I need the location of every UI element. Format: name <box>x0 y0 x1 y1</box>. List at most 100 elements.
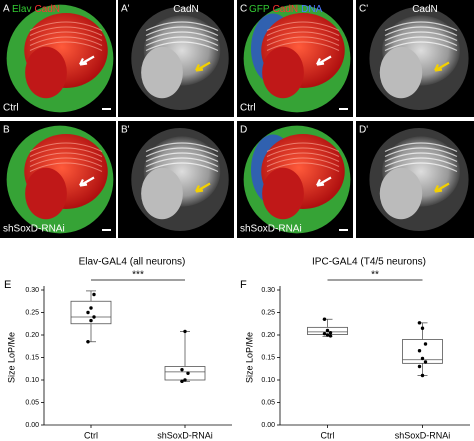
layer-stripe <box>384 31 458 42</box>
y-tick-label: 0.20 <box>261 332 275 339</box>
y-tick-label: 0.05 <box>261 399 275 406</box>
layer-stripe <box>266 147 340 157</box>
arrow <box>316 55 332 66</box>
y-tick-label: 0.25 <box>25 309 39 316</box>
data-point <box>423 360 428 364</box>
image-panel: C' CadN <box>356 0 474 117</box>
channel-label: GFP <box>249 4 270 15</box>
data-point <box>417 321 422 325</box>
data-point <box>325 333 330 337</box>
layer-stripe <box>29 21 103 31</box>
panel-letter: D' <box>359 125 368 136</box>
y-tick-label: 0.15 <box>261 354 275 361</box>
image-panel: C GFP CadN DNA Ctrl <box>237 0 353 117</box>
channel-label: CadN <box>412 4 438 15</box>
arrow <box>434 61 450 72</box>
lobula <box>25 46 67 99</box>
layer-stripe <box>384 26 458 37</box>
x-tick-label: shSoxD-RNAi <box>157 430 213 440</box>
layer-stripe <box>384 152 458 163</box>
arrow <box>79 176 95 187</box>
layer-stripe <box>145 21 219 32</box>
y-tick-label: 0.20 <box>25 332 39 339</box>
layer-stripe <box>384 36 458 47</box>
data-point <box>89 306 93 310</box>
channel-labels: Elav CadN <box>12 4 60 15</box>
data-point <box>325 328 330 333</box>
layer-stripe <box>266 36 340 46</box>
lobula <box>25 167 67 220</box>
y-tick-label: 0.00 <box>261 422 275 429</box>
layer-stripe <box>145 41 219 52</box>
layer-stripe <box>384 147 458 158</box>
y-tick-label: 0.05 <box>25 399 39 406</box>
y-tick-label: 0.10 <box>261 377 275 384</box>
y-tick-label: 0.30 <box>261 287 275 294</box>
chart-title: Elav-GAL4 (all neurons) <box>79 257 186 268</box>
arrow <box>79 55 95 66</box>
layer-stripe <box>29 142 103 152</box>
layer-stripe <box>266 152 340 162</box>
channel-labels: GFP CadN DNA <box>249 4 323 15</box>
data-point <box>420 326 425 330</box>
channel-label: DNA <box>301 4 322 15</box>
layer-stripe <box>384 162 458 173</box>
data-point <box>183 329 187 334</box>
significance: *** <box>132 270 144 281</box>
arrow <box>195 182 211 193</box>
panel-letter: B' <box>121 125 130 136</box>
lobula <box>262 167 304 220</box>
channel-labels: CadN <box>173 4 199 15</box>
panel-letter: C <box>240 4 247 15</box>
arrow <box>195 61 211 72</box>
y-axis-label: Size LoP/Me <box>244 332 254 383</box>
lobula <box>379 46 423 99</box>
channel-label: CadN <box>173 4 199 15</box>
data-point <box>180 379 184 384</box>
image-panel: A Elav CadN Ctrl <box>0 0 116 117</box>
panel-letter: E <box>4 279 11 291</box>
condition-label: Ctrl <box>240 103 256 114</box>
layer-stripe <box>384 21 458 32</box>
condition-label: shSoxD-RNAi <box>240 224 302 235</box>
layer-stripe <box>384 142 458 153</box>
panel-letter: C' <box>359 4 368 15</box>
y-tick-label: 0.30 <box>25 287 39 294</box>
layer-stripe <box>266 21 340 31</box>
layer-stripe <box>384 157 458 168</box>
layer-stripe <box>384 41 458 52</box>
data-point <box>186 371 190 375</box>
channel-labels: CadN <box>412 4 438 15</box>
data-point <box>417 364 422 369</box>
condition-label: shSoxD-RNAi <box>3 224 65 235</box>
image-panel: D' <box>356 121 474 238</box>
layer-stripe <box>266 31 340 41</box>
layer-stripe <box>29 157 103 167</box>
x-tick-label: Ctrl <box>321 430 335 440</box>
layer-stripe <box>145 26 219 37</box>
layer-stripe <box>145 36 219 47</box>
data-point <box>328 334 333 338</box>
layer-stripe <box>145 162 219 173</box>
layer-stripe <box>29 162 103 172</box>
data-point <box>417 349 422 353</box>
layer-stripe <box>266 157 340 167</box>
layer-stripe <box>29 147 103 157</box>
data-point <box>92 315 96 319</box>
y-tick-label: 0.00 <box>25 422 39 429</box>
chart-title: IPC-GAL4 (T4/5 neurons) <box>312 257 426 268</box>
x-tick-label: Ctrl <box>84 430 98 440</box>
panel-letter: F <box>240 279 247 291</box>
box <box>70 300 112 325</box>
layer-stripe <box>266 26 340 36</box>
layer-stripe <box>29 36 103 46</box>
significance: ** <box>371 270 379 281</box>
data-point <box>322 317 327 321</box>
lobula <box>262 46 304 99</box>
data-point <box>86 310 90 315</box>
data-point <box>423 342 428 346</box>
arrow <box>434 182 450 193</box>
y-tick-label: 0.10 <box>25 377 39 384</box>
